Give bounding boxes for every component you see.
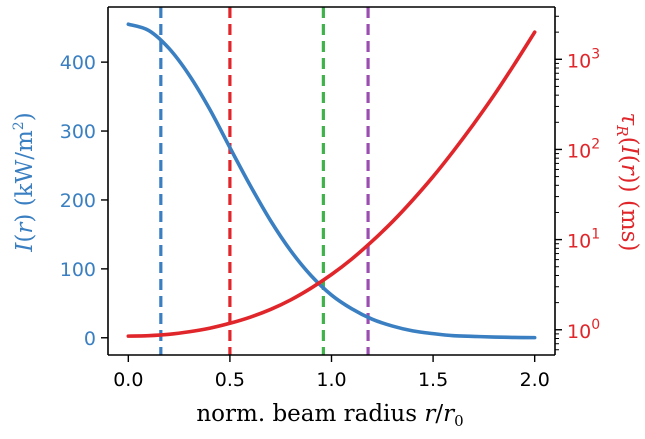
y-left-tick-label: 0 bbox=[84, 328, 96, 350]
y-left-tick-label: 400 bbox=[60, 52, 96, 74]
x-tick-label: 1.5 bbox=[418, 369, 448, 391]
x-axis-label: norm. beam radius r/r0 bbox=[196, 401, 463, 430]
y-axis-left-label: I(r) (kW/m2) bbox=[11, 112, 38, 252]
y-right-tick-label: 100 bbox=[567, 317, 600, 343]
x-tick-label: 2.0 bbox=[520, 369, 550, 391]
series-line-left bbox=[126, 22, 537, 340]
y-left-tick-label: 100 bbox=[60, 259, 96, 281]
y-left-tick-label: 300 bbox=[60, 121, 96, 143]
x-tick-label: 0.5 bbox=[215, 369, 245, 391]
y-left-tick-label: 200 bbox=[60, 190, 96, 212]
axes: 0.0 0.5 1.0 1.5 2.0 0 100 200 300 400 100 101 102 103 bbox=[60, 6, 600, 391]
y-right-tick-label: 103 bbox=[567, 46, 600, 72]
y-right-tick-label: 102 bbox=[567, 136, 600, 162]
x-tick-label: 0.0 bbox=[113, 369, 143, 391]
series-line-right bbox=[126, 30, 537, 338]
y-axis-right-label: τR(I(r)) (ms) bbox=[613, 113, 642, 252]
y-right-tick-label: 101 bbox=[567, 227, 600, 253]
plot-area bbox=[126, 7, 537, 355]
x-tick-label: 1.0 bbox=[316, 369, 346, 391]
